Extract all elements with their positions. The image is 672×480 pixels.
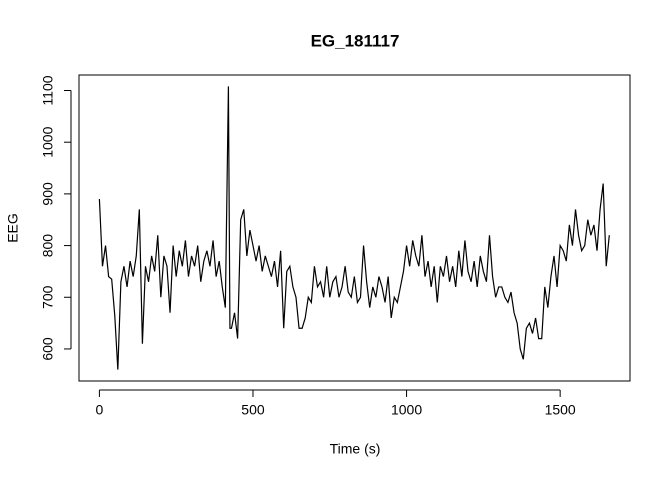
x-tick-label: 500 (241, 402, 265, 418)
y-tick-label: 800 (40, 234, 56, 258)
y-axis-label: EEG (5, 213, 21, 243)
x-axis-label: Time (s) (330, 441, 381, 457)
x-tick-label: 1000 (391, 402, 422, 418)
x-tick-label: 0 (95, 402, 103, 418)
chart-title: EG_181117 (311, 31, 400, 50)
y-tick-label: 1100 (40, 75, 56, 105)
data-line (98, 86, 610, 370)
plot-box (78, 74, 631, 382)
x-tick-label: 1500 (545, 402, 576, 418)
y-tick-label: 1000 (40, 126, 56, 157)
y-tick-label: 900 (40, 182, 56, 206)
y-tick-label: 700 (40, 285, 56, 309)
y-tick-label: 600 (40, 337, 56, 361)
